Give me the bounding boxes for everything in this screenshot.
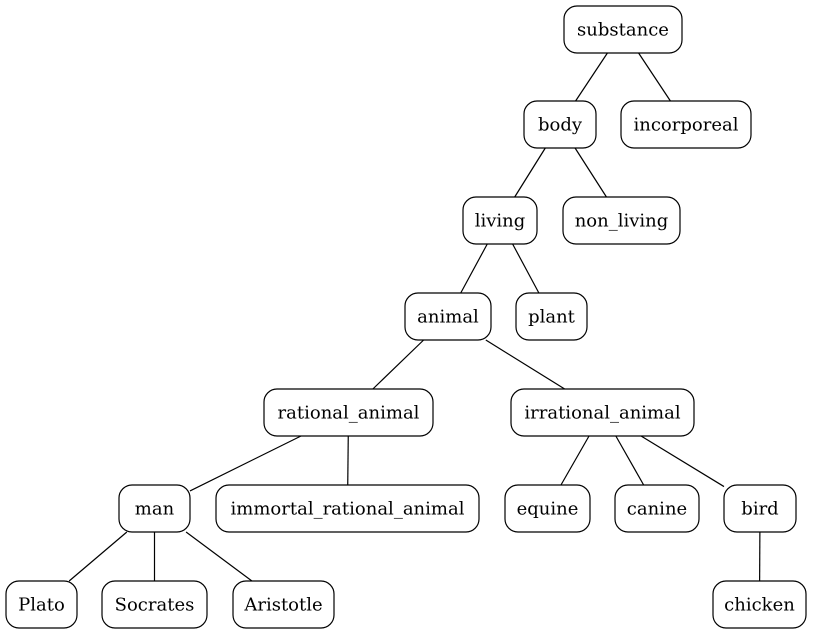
node-box xyxy=(563,5,683,54)
node-label: Aristotle xyxy=(243,595,322,616)
node-Socrates: Socrates xyxy=(101,580,208,629)
node-substance: substance xyxy=(563,5,683,54)
node-label: living xyxy=(475,211,526,232)
edge-living-animal xyxy=(460,243,488,294)
node-bird: bird xyxy=(723,484,797,533)
edges-layer xyxy=(68,52,761,582)
node-box xyxy=(101,580,208,629)
node-immortal_rational_animal: immortal_rational_animal xyxy=(215,484,480,533)
node-label: bird xyxy=(741,499,778,520)
node-box xyxy=(620,100,752,149)
node-box xyxy=(523,100,597,149)
node-box xyxy=(562,196,681,245)
edge-rational_animal-man xyxy=(189,435,302,492)
node-incorporeal: incorporeal xyxy=(620,100,752,149)
node-label: rational_animal xyxy=(278,403,420,424)
node-label: non_living xyxy=(575,211,669,232)
node-label: substance xyxy=(577,20,669,41)
edge-substance-incorporeal xyxy=(638,52,671,102)
node-living: living xyxy=(462,196,538,245)
edge-body-living xyxy=(514,147,546,198)
node-Aristotle: Aristotle xyxy=(232,580,335,629)
node-label: Socrates xyxy=(115,595,195,616)
node-equine: equine xyxy=(504,484,591,533)
node-animal: animal xyxy=(404,292,492,341)
node-label: irrational_animal xyxy=(524,403,680,424)
node-plant: plant xyxy=(515,292,588,341)
edge-irrational_animal-canine xyxy=(615,435,645,486)
node-box xyxy=(723,484,797,533)
node-body: body xyxy=(523,100,597,149)
node-label: body xyxy=(538,115,583,136)
edge-substance-body xyxy=(575,52,608,102)
node-box xyxy=(510,388,695,437)
node-box xyxy=(215,484,480,533)
node-label: equine xyxy=(517,499,579,520)
node-box xyxy=(515,292,588,341)
node-label: chicken xyxy=(724,595,795,616)
edge-animal-irrational_animal xyxy=(485,339,565,390)
node-box xyxy=(712,580,807,629)
edge-body-non_living xyxy=(574,147,607,198)
node-label: man xyxy=(135,499,175,520)
node-man: man xyxy=(118,484,191,533)
node-label: animal xyxy=(417,307,479,328)
node-box xyxy=(5,580,78,629)
node-non_living: non_living xyxy=(562,196,681,245)
node-box xyxy=(504,484,591,533)
node-box xyxy=(232,580,335,629)
edge-man-Plato xyxy=(68,531,128,582)
node-chicken: chicken xyxy=(712,580,807,629)
edge-living-plant xyxy=(512,243,540,294)
edge-irrational_animal-bird xyxy=(640,435,725,488)
node-box xyxy=(263,388,434,437)
node-rational_animal: rational_animal xyxy=(263,388,434,437)
node-box xyxy=(462,196,538,245)
node-Plato: Plato xyxy=(5,580,78,629)
node-label: incorporeal xyxy=(634,115,739,136)
node-box xyxy=(404,292,492,341)
edge-animal-rational_animal xyxy=(372,339,425,390)
edge-man-Aristotle xyxy=(185,531,253,582)
node-label: canine xyxy=(627,499,687,520)
edge-irrational_animal-equine xyxy=(560,435,590,486)
edge-rational_animal-immortal_rational_animal xyxy=(347,435,349,486)
node-canine: canine xyxy=(614,484,700,533)
node-label: Plato xyxy=(18,595,65,616)
node-box xyxy=(614,484,700,533)
nodes-layer: substance body incorporeal living non_living… xyxy=(5,5,807,629)
node-box xyxy=(118,484,191,533)
node-label: plant xyxy=(528,307,576,328)
node-label: immortal_rational_animal xyxy=(231,499,465,520)
node-irrational_animal: irrational_animal xyxy=(510,388,695,437)
